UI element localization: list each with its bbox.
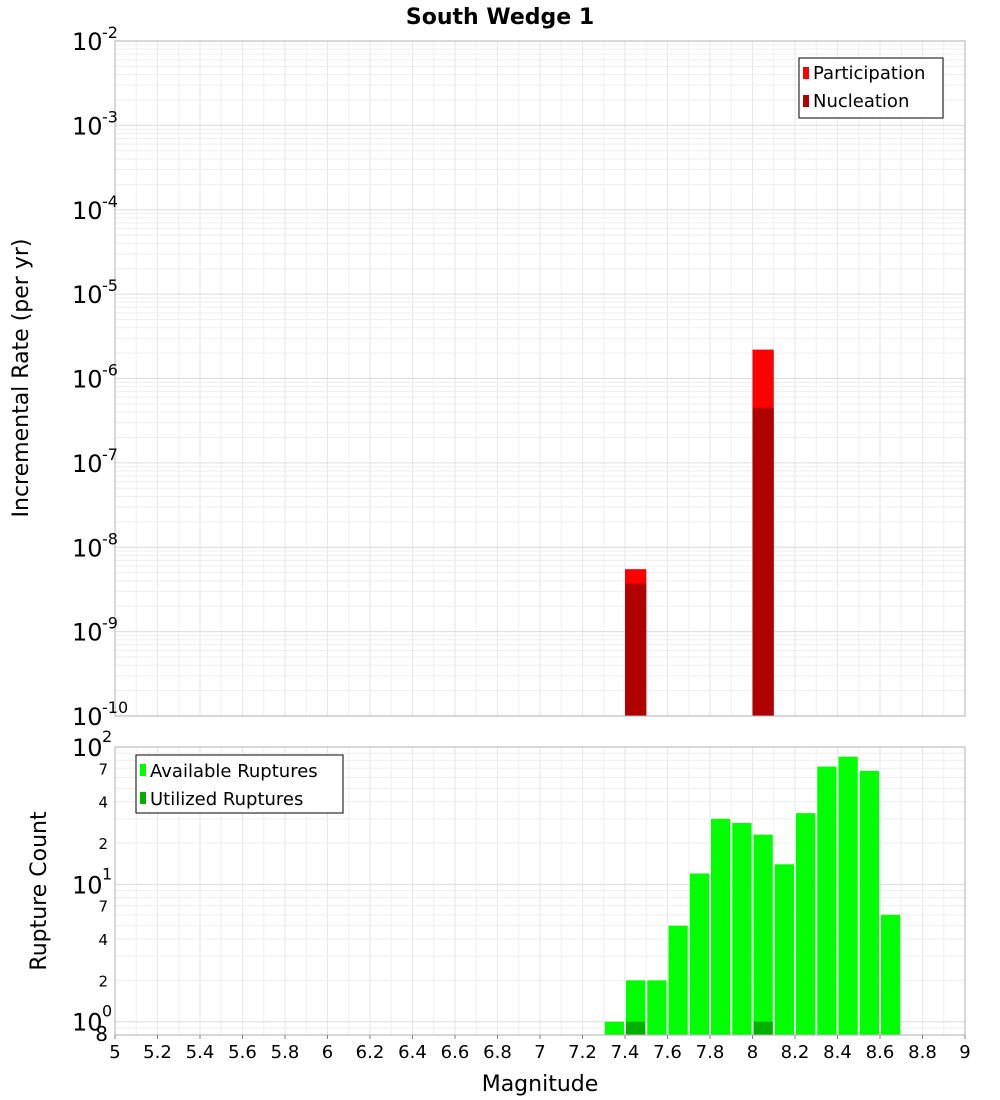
y-tick-exponent: -9 <box>102 614 118 633</box>
y-tick-label: 10 <box>72 534 103 562</box>
bottom-legend-box <box>135 754 344 814</box>
y-tick-exponent: -8 <box>102 529 118 548</box>
x-tick-label: 6.6 <box>441 1042 470 1063</box>
y-tick-exponent: -4 <box>102 192 118 211</box>
y-tick-label: 10 <box>72 619 103 647</box>
legend-swatch-participation <box>803 67 809 79</box>
legend-label-nucleation: Nucleation <box>813 91 909 112</box>
y-minor-tick-label: 2 <box>98 835 108 853</box>
y-minor-tick-label: 8 <box>95 1022 108 1046</box>
y-tick-exponent: -6 <box>102 361 118 380</box>
y-tick-exponent: -7 <box>102 445 118 464</box>
x-tick-label: 5 <box>109 1042 120 1063</box>
utilized-bar <box>626 1021 646 1035</box>
available-bar <box>774 864 794 1035</box>
y-tick-label: 10 <box>72 281 103 309</box>
x-axis-title: Magnitude <box>482 1072 599 1097</box>
x-tick-label: 6 <box>322 1042 333 1063</box>
nucleation-bar <box>625 583 647 716</box>
y-tick-exponent: -3 <box>102 107 118 126</box>
x-tick-label: 8 <box>747 1042 758 1063</box>
utilized-bar <box>753 1021 773 1035</box>
available-bar <box>689 873 709 1035</box>
top-legend: Participation Nucleation <box>798 57 944 119</box>
top-y-axis-title: Incremental Rate (per yr) <box>9 239 34 518</box>
y-tick-exponent: -5 <box>102 276 118 295</box>
chart-title: South Wedge 1 <box>406 5 594 30</box>
bottom-y-axis-title: Rupture Count <box>27 811 52 971</box>
x-tick-label: 8.6 <box>866 1042 895 1063</box>
available-bar <box>881 914 901 1035</box>
legend-swatch-utilized <box>140 792 146 804</box>
x-tick-label: 6.2 <box>356 1042 385 1063</box>
x-tick-label: 5.8 <box>271 1042 300 1063</box>
y-minor-tick-label: 7 <box>98 898 108 916</box>
available-bar <box>626 980 646 1035</box>
available-bar <box>732 822 752 1035</box>
y-minor-tick-label: 4 <box>98 794 108 812</box>
y-tick-label: 10 <box>72 28 103 56</box>
x-tick-label: 7.8 <box>696 1042 725 1063</box>
y-minor-tick-label: 7 <box>98 760 108 778</box>
nucleation-bar <box>752 407 774 716</box>
y-tick-label: 10 <box>72 366 103 394</box>
x-tick-label: 5.4 <box>186 1042 215 1063</box>
bottom-legend: Available Ruptures Utilized Ruptures <box>135 754 344 814</box>
available-bar <box>838 756 858 1035</box>
x-tick-label: 7 <box>534 1042 545 1063</box>
available-bar <box>817 766 837 1035</box>
legend-label-participation: Participation <box>813 63 925 84</box>
x-ticks: 5 5.2 5.4 5.6 5.8 6 6.2 6.4 6.6 6.8 7 7.2 7.4 7.6 7.8 8… <box>109 1035 971 1063</box>
x-tick-label: 7.4 <box>611 1042 640 1063</box>
y-tick-label: 10 <box>72 871 103 899</box>
y-tick-exponent: -2 <box>102 23 118 42</box>
bottom-bars <box>604 756 901 1035</box>
y-tick-label: 10 <box>72 734 103 762</box>
x-tick-label: 7.2 <box>568 1042 597 1063</box>
legend-swatch-available <box>140 764 146 776</box>
available-bar <box>647 980 667 1035</box>
top-grid <box>114 41 966 717</box>
y-tick-label: 10 <box>72 1009 103 1037</box>
available-bar <box>668 925 688 1035</box>
x-tick-label: 7.6 <box>653 1042 682 1063</box>
x-tick-label: 6.4 <box>398 1042 427 1063</box>
x-tick-label: 8.8 <box>908 1042 937 1063</box>
y-tick-label: 10 <box>72 450 103 478</box>
top-bars <box>625 349 774 716</box>
legend-swatch-nucleation <box>803 95 809 107</box>
y-tick-label: 10 <box>72 112 103 140</box>
y-tick-exponent: -10 <box>102 698 128 717</box>
y-tick-label: 10 <box>72 703 103 731</box>
x-tick-label: 8.4 <box>823 1042 852 1063</box>
legend-label-available: Available Ruptures <box>150 761 318 782</box>
y-tick-label: 10 <box>72 197 103 225</box>
y-minor-tick-label: 4 <box>98 931 108 949</box>
x-tick-label: 9 <box>959 1042 970 1063</box>
available-bar <box>859 770 879 1035</box>
y-tick-exponent: 2 <box>102 727 112 746</box>
available-bar <box>604 1021 624 1035</box>
top-legend-box <box>798 57 944 119</box>
available-bar <box>711 818 731 1035</box>
legend-label-utilized: Utilized Ruptures <box>150 789 303 810</box>
y-tick-exponent: 1 <box>102 864 112 883</box>
top-plot-border <box>114 40 966 717</box>
available-bar <box>796 813 816 1035</box>
x-tick-label: 8.2 <box>781 1042 810 1063</box>
y-tick-exponent: 0 <box>102 1002 112 1021</box>
y-minor-tick-label: 2 <box>98 972 108 990</box>
available-bar <box>753 834 773 1035</box>
x-tick-label: 6.8 <box>483 1042 512 1063</box>
x-tick-label: 5.6 <box>228 1042 257 1063</box>
x-tick-label: 5.2 <box>143 1042 172 1063</box>
